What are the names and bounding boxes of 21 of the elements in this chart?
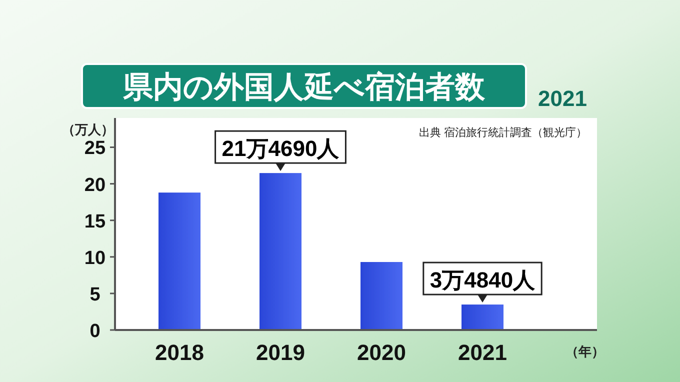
x-tick-label: 2019 xyxy=(256,340,305,365)
x-tick-label: 2021 xyxy=(458,340,507,365)
y-axis-title: （万人） xyxy=(62,122,114,137)
x-tick-label: 2018 xyxy=(155,340,204,365)
y-tick-label: 5 xyxy=(90,284,101,306)
y-tick-label: 10 xyxy=(84,248,106,269)
bar xyxy=(462,304,504,330)
annotation: 21万4690人 xyxy=(222,136,340,162)
annotation: 出典 宿泊旅行統計調査（観光庁） xyxy=(418,126,587,139)
chart-subtitle: 2021 xyxy=(538,86,587,111)
x-axis-title: （年） xyxy=(566,344,604,359)
bar xyxy=(158,192,200,330)
y-tick-label: 25 xyxy=(84,138,106,160)
chart-title: 県内の外国人延べ宿泊者数 xyxy=(122,70,486,104)
bar xyxy=(360,262,402,330)
y-tick-label: 0 xyxy=(90,321,100,342)
y-tick-label: 15 xyxy=(84,211,106,232)
bar xyxy=(260,173,302,330)
y-tick-label: 20 xyxy=(84,174,106,196)
annotation: 3万4840人 xyxy=(430,268,536,293)
x-tick-label: 2020 xyxy=(357,340,406,365)
